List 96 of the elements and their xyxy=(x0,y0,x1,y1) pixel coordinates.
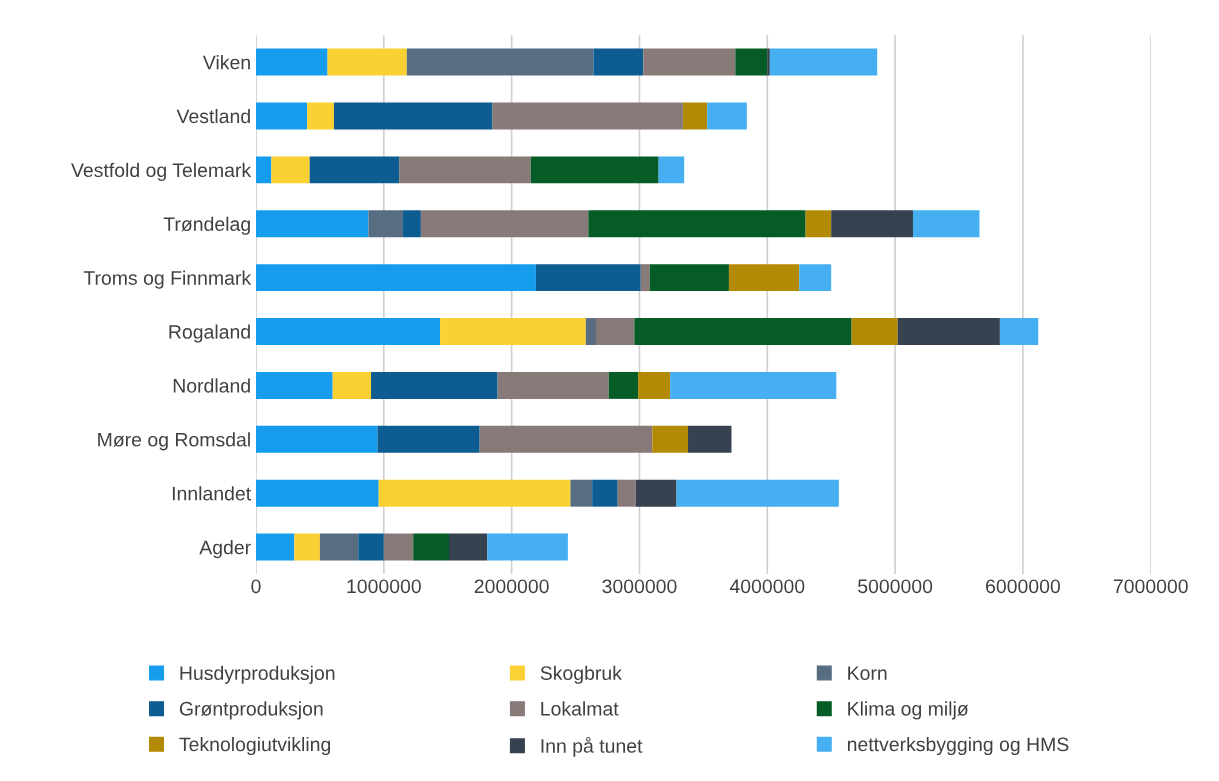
legend-label: nettverksbygging og HMS xyxy=(847,736,1069,756)
bar xyxy=(608,371,639,399)
y-tick-label: Agder xyxy=(199,540,251,559)
bar xyxy=(497,371,609,399)
bar xyxy=(406,48,594,76)
bar xyxy=(617,479,636,507)
x-tick-label: 2000000 xyxy=(474,579,549,594)
legend-label: Skogbruk xyxy=(540,665,622,684)
bar xyxy=(402,210,421,238)
bar xyxy=(658,156,685,184)
bar xyxy=(255,533,295,561)
bar xyxy=(420,210,589,238)
bar xyxy=(585,318,596,346)
bar xyxy=(479,425,653,453)
bar xyxy=(271,156,310,184)
bar xyxy=(670,371,837,399)
bar xyxy=(634,318,852,346)
bar xyxy=(377,425,480,453)
bar xyxy=(805,210,832,238)
bar xyxy=(638,371,671,399)
bar xyxy=(307,102,334,130)
bar xyxy=(294,533,320,561)
legend-label: Grøntproduksjon xyxy=(179,701,323,720)
bar xyxy=(688,425,732,453)
legend-label: Korn xyxy=(848,666,887,681)
legend-label: Klima og miljø xyxy=(848,701,969,720)
legend-label: Husdyrproduksjon xyxy=(180,665,335,684)
bar xyxy=(593,48,644,76)
bar xyxy=(327,48,407,76)
bar xyxy=(309,156,400,184)
bar xyxy=(492,102,683,130)
bar xyxy=(640,264,650,292)
bar xyxy=(912,210,980,238)
bar xyxy=(255,425,378,453)
y-tick-label: Troms og Finnmark xyxy=(83,270,252,289)
bar xyxy=(897,318,1000,346)
bar xyxy=(333,102,493,130)
bar xyxy=(530,156,659,184)
bar xyxy=(383,533,414,561)
bar xyxy=(399,156,531,184)
bar xyxy=(649,264,729,292)
y-tick-label: Trøndelag xyxy=(163,216,250,235)
y-tick-label: Innlandet xyxy=(172,486,251,501)
bar xyxy=(371,371,498,399)
bar xyxy=(728,264,800,292)
bar xyxy=(255,156,272,184)
bar xyxy=(767,48,770,76)
x-tick-label: 7000000 xyxy=(1113,579,1188,594)
bar xyxy=(676,479,839,507)
bar xyxy=(592,479,618,507)
bar xyxy=(440,318,586,346)
y-tick-label: Viken xyxy=(202,55,250,70)
bar xyxy=(595,318,635,346)
bar xyxy=(378,479,571,507)
y-tick-label: Nordland xyxy=(173,378,250,393)
x-tick-label: 1000000 xyxy=(347,579,421,594)
x-tick-label: 4000000 xyxy=(729,579,805,594)
bar xyxy=(255,371,333,399)
bar xyxy=(255,479,379,507)
bar xyxy=(255,48,328,76)
bar xyxy=(999,318,1039,346)
x-tick-label: 3000000 xyxy=(602,579,677,594)
bar xyxy=(588,210,806,238)
legend-label: Teknologiutvikling xyxy=(179,736,331,756)
bar xyxy=(413,533,449,561)
bar xyxy=(652,425,689,453)
bar xyxy=(255,318,441,346)
bar xyxy=(255,210,369,238)
legend-label: Inn på tunet xyxy=(541,736,643,757)
y-tick-label: Rogaland xyxy=(169,324,250,343)
bar xyxy=(535,264,641,292)
bar xyxy=(570,479,593,507)
bar xyxy=(487,533,568,561)
bar xyxy=(799,264,832,292)
bar xyxy=(769,48,878,76)
legend-label: Lokalmat xyxy=(541,701,619,716)
y-tick-label: Møre og Romsdal xyxy=(98,432,250,451)
x-tick-label: 5000000 xyxy=(858,579,933,594)
bar xyxy=(635,479,677,507)
bar xyxy=(255,102,308,130)
x-tick-label: 6000000 xyxy=(986,579,1061,594)
bar xyxy=(368,210,403,238)
y-tick-label: Vestland xyxy=(176,108,250,124)
bar xyxy=(735,48,768,76)
bar xyxy=(643,48,736,76)
bar xyxy=(319,533,359,561)
bar xyxy=(682,102,708,130)
bar xyxy=(707,102,747,130)
x-tick-label: 0 xyxy=(251,579,261,594)
bar xyxy=(332,371,372,399)
bar xyxy=(851,318,898,346)
bar xyxy=(449,533,488,561)
bar xyxy=(255,264,536,292)
bar xyxy=(358,533,384,561)
bar xyxy=(831,210,913,238)
y-tick-label: Vestfold og Telemark xyxy=(71,162,252,181)
